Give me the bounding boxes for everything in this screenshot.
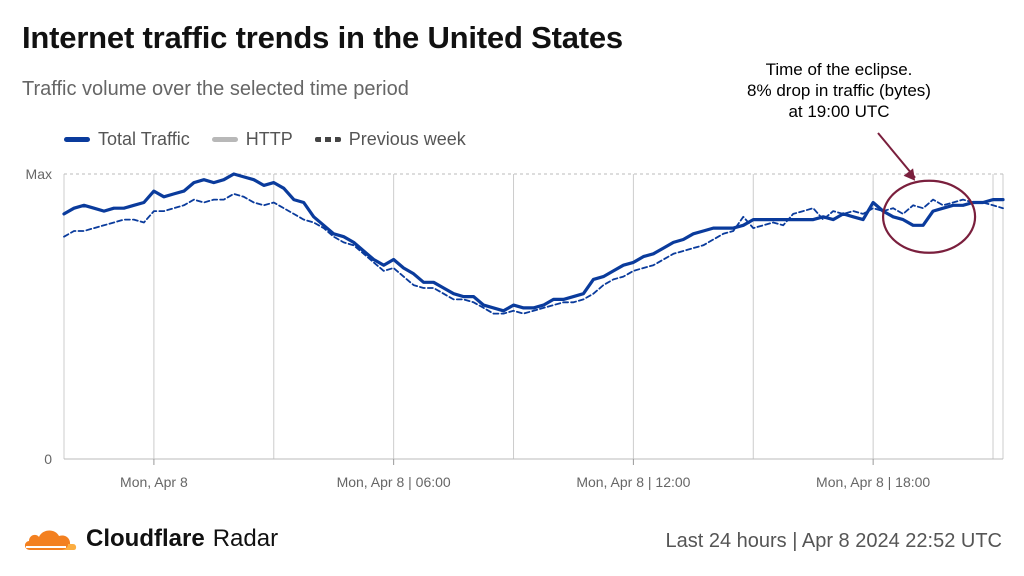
- legend-item-previous-week[interactable]: Previous week: [314, 129, 466, 150]
- brand-product: Radar: [212, 525, 279, 552]
- legend-swatch-previous-week: [314, 137, 341, 142]
- series-line-previous-week: [63, 192, 1004, 315]
- annotation-line-3: at 19:00 UTC: [788, 102, 890, 121]
- chart-subtitle: Traffic volume over the selected time pe…: [22, 78, 409, 100]
- time-range-label: Last 24 hours | Apr 8 2024 22:52 UTC: [665, 530, 1002, 552]
- legend-label-http: HTTP: [245, 129, 293, 149]
- eclipse-highlight-circle: [881, 179, 977, 254]
- brand-name: Cloudflare: [86, 525, 205, 552]
- legend-swatch-http: [211, 137, 238, 142]
- x-tick-label: Mon, Apr 8: [120, 474, 188, 490]
- legend-swatch-total-traffic: [64, 137, 90, 142]
- x-tick-label: Mon, Apr 8 | 06:00: [337, 474, 451, 490]
- annotation-arrow-line: [877, 132, 916, 179]
- eclipse-annotation: Time of the eclipse. 8% drop in traffic …: [720, 59, 958, 122]
- cloudflare-cloud-icon: [24, 530, 77, 550]
- x-tick-label: Mon, Apr 8 | 18:00: [816, 474, 930, 490]
- series-line-total-traffic: [62, 172, 1005, 313]
- y-tick-label: Max: [26, 166, 52, 182]
- legend-item-total-traffic[interactable]: Total Traffic: [64, 129, 190, 150]
- legend-item-http[interactable]: HTTP: [211, 129, 293, 150]
- legend-label-total-traffic: Total Traffic: [98, 129, 190, 149]
- chart-title: Internet traffic trends in the United St…: [22, 20, 623, 55]
- chart-legend: Total Traffic HTTP Previous week: [64, 129, 466, 150]
- x-tick-label: Mon, Apr 8 | 12:00: [576, 474, 690, 490]
- legend-label-previous-week: Previous week: [348, 129, 466, 149]
- y-tick-label: 0: [44, 451, 52, 467]
- annotation-arrow-head: [903, 168, 916, 181]
- cloudflare-radar-logo: Cloudflare Radar: [22, 524, 278, 554]
- annotation-line-2: 8% drop in traffic (bytes): [747, 81, 931, 100]
- annotation-line-1: Time of the eclipse.: [765, 60, 913, 79]
